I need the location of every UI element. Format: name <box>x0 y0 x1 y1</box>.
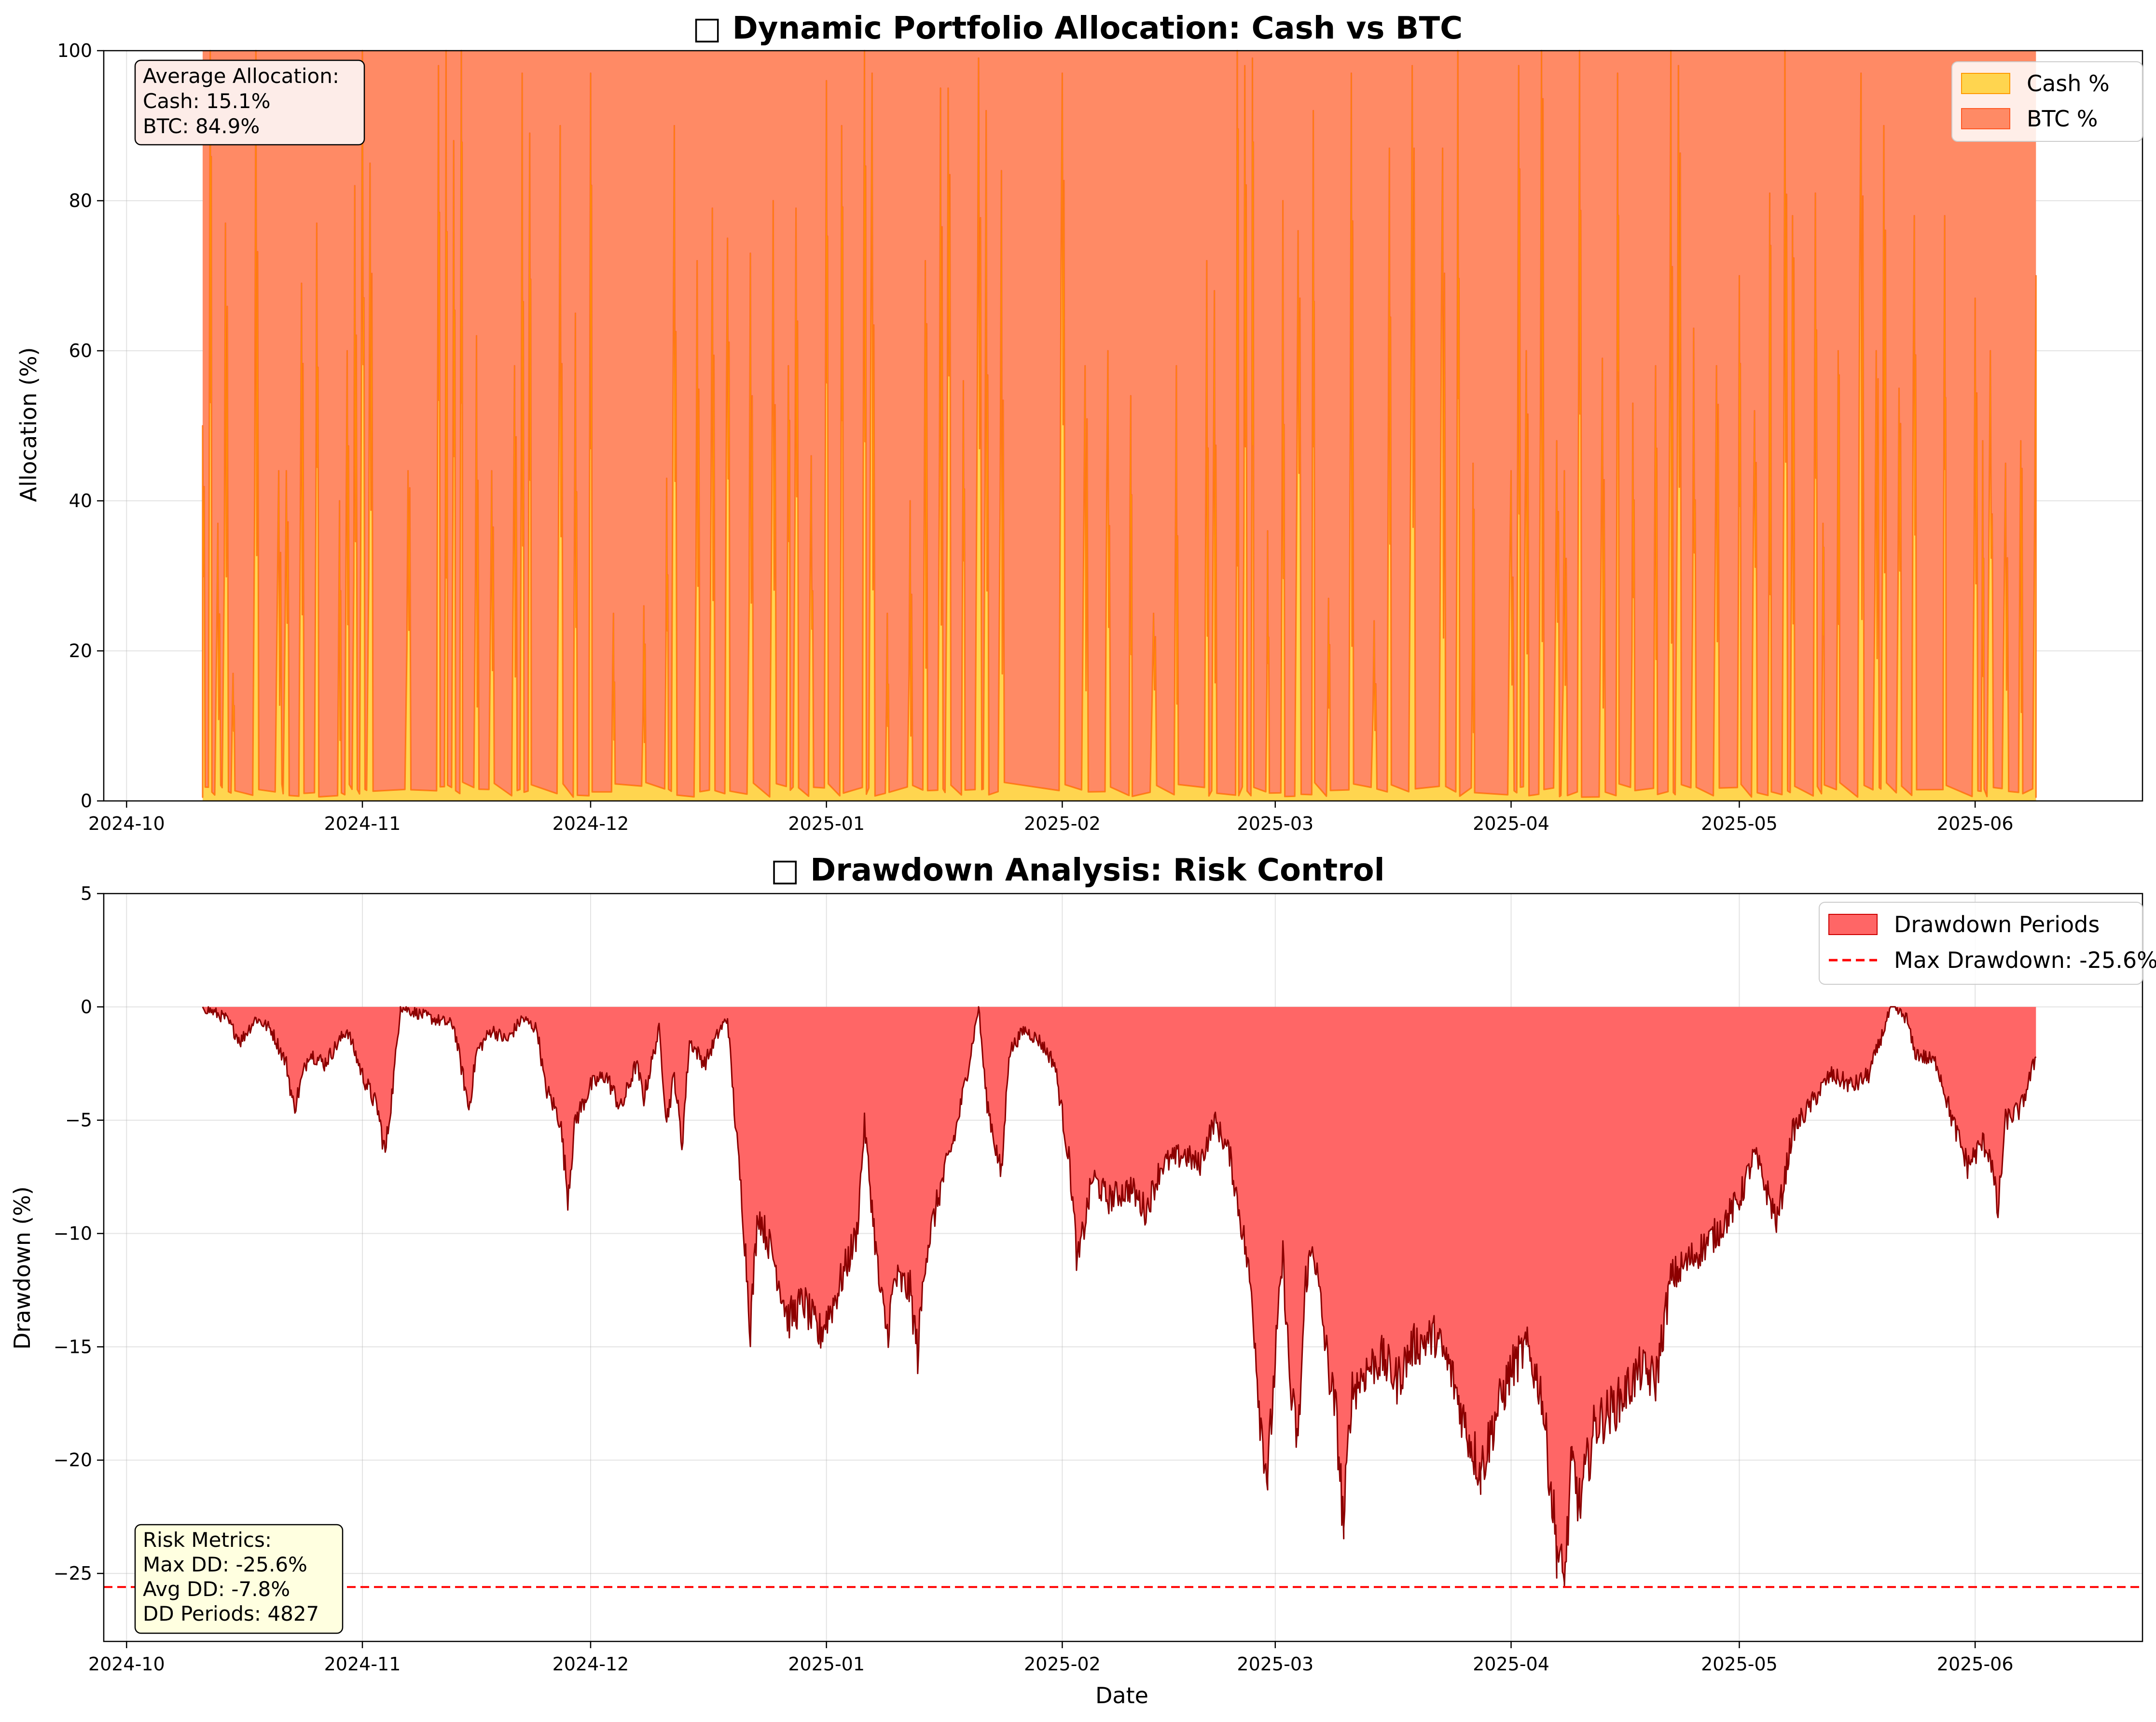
allocation-y-axis-label: Allocation (%) <box>15 347 41 502</box>
drawdown-x-tick-label: 2025-05 <box>1701 1653 1778 1675</box>
risk-metrics-box-frame <box>134 1524 344 1634</box>
average-allocation-cash: Cash: 15.1% <box>143 89 271 113</box>
legend-label-drawdown: Drawdown Periods <box>1894 911 2100 937</box>
allocation-y-tick-label: 0 <box>81 790 92 812</box>
legend-label-btc: BTC % <box>2027 106 2098 132</box>
allocation-y-tick-label: 60 <box>69 340 92 361</box>
allocation-x-axis: 2024-10 2024-11 2024-12 2025-01 2025-02 2025-… <box>88 801 2014 834</box>
allocation-x-tick-label: 2025-03 <box>1237 813 1313 834</box>
drawdown-y-tick-label: −10 <box>54 1223 92 1244</box>
allocation-legend: Cash % BTC % <box>1951 61 2143 142</box>
drawdown-line <box>202 1006 2037 1588</box>
allocation-x-tick-label: 2025-02 <box>1024 813 1101 834</box>
drawdown-chart-title: □ Drawdown Analysis: Risk Control <box>770 853 1384 888</box>
allocation-y-axis: 0 20 40 60 80 100 <box>57 40 104 812</box>
legend-swatch-drawdown <box>1828 914 1878 935</box>
drawdown-x-tick-label: 2025-01 <box>788 1653 865 1675</box>
drawdown-y-axis: 5 0 −5 −10 −15 −20 −25 <box>54 883 104 1584</box>
drawdown-y-tick-label: 5 <box>81 883 92 904</box>
allocation-x-tick-label: 2024-11 <box>324 813 401 834</box>
drawdown-y-tick-label: −5 <box>65 1110 92 1131</box>
risk-metrics-dd-periods: DD Periods: 4827 <box>143 1602 319 1626</box>
risk-metrics-title: Risk Metrics: <box>143 1528 272 1552</box>
average-allocation-title: Average Allocation: <box>143 64 339 88</box>
drawdown-x-tick-label: 2025-04 <box>1473 1653 1549 1675</box>
average-allocation-box: Average Allocation: Cash: 15.1% BTC: 84.… <box>134 59 365 146</box>
drawdown-y-tick-label: −25 <box>54 1563 92 1584</box>
drawdown-axes-frame <box>103 893 2143 1642</box>
allocation-y-tick-label: 40 <box>69 490 92 511</box>
drawdown-y-tick-label: −15 <box>54 1336 92 1357</box>
allocation-y-tick-label: 80 <box>69 190 92 211</box>
allocation-x-tick-label: 2024-12 <box>553 813 629 834</box>
allocation-x-tick-label: 2025-06 <box>1937 813 2014 834</box>
drawdown-x-tick-label: 2024-11 <box>324 1653 401 1675</box>
allocation-x-tick-label: 2025-05 <box>1701 813 1778 834</box>
allocation-x-tick-label: 2025-01 <box>788 813 865 834</box>
average-allocation-btc: BTC: 84.9% <box>143 114 260 138</box>
cash-allocation-line <box>202 50 2037 798</box>
legend-label-cash: Cash % <box>2027 70 2110 96</box>
legend-swatch-btc <box>1961 108 2010 129</box>
drawdown-x-tick-label: 2025-06 <box>1937 1653 2014 1675</box>
allocation-x-tick-label: 2024-10 <box>88 813 165 834</box>
drawdown-x-tick-label: 2025-03 <box>1237 1653 1313 1675</box>
risk-metrics-box: Risk Metrics: Max DD: -25.6% Avg DD: -7.… <box>134 1524 344 1634</box>
average-allocation-box-frame <box>134 59 365 146</box>
drawdown-legend: Drawdown Periods Max Drawdown: -25.6% <box>1819 902 2156 985</box>
risk-metrics-avg-dd: Avg DD: -7.8% <box>143 1577 290 1601</box>
allocation-plot-area <box>103 50 2143 802</box>
drawdown-y-tick-label: 0 <box>81 996 92 1018</box>
legend-swatch-cash <box>1961 73 2010 94</box>
allocation-y-tick-label: 100 <box>57 40 92 61</box>
drawdown-area <box>202 1006 2036 1587</box>
allocation-panel: □ Dynamic Portfolio Allocation: Cash vs … <box>15 11 2143 834</box>
drawdown-plot-area <box>103 893 2143 1642</box>
risk-metrics-max-dd: Max DD: -25.6% <box>143 1553 307 1576</box>
drawdown-x-axis-label: Date <box>1095 1682 1148 1708</box>
allocation-axes-frame <box>103 50 2143 802</box>
drawdown-panel: □ Drawdown Analysis: Risk Control 2024-1… <box>9 853 2156 1708</box>
drawdown-x-axis: 2024-10 2024-11 2024-12 2025-01 2025-02 2025-… <box>88 1641 2014 1675</box>
btc-allocation-area <box>202 51 2036 801</box>
drawdown-x-tick-label: 2024-10 <box>88 1653 165 1675</box>
drawdown-x-tick-label: 2025-02 <box>1024 1653 1101 1675</box>
allocation-y-tick-label: 20 <box>69 640 92 661</box>
allocation-x-tick-label: 2025-04 <box>1473 813 1549 834</box>
drawdown-legend-frame <box>1819 902 2143 985</box>
drawdown-y-tick-label: −20 <box>54 1449 92 1471</box>
drawdown-x-tick-label: 2024-12 <box>553 1653 629 1675</box>
allocation-chart-title: □ Dynamic Portfolio Allocation: Cash vs … <box>692 11 1463 46</box>
drawdown-y-axis-label: Drawdown (%) <box>9 1186 35 1350</box>
legend-label-max-drawdown: Max Drawdown: -25.6% <box>1894 947 2156 973</box>
